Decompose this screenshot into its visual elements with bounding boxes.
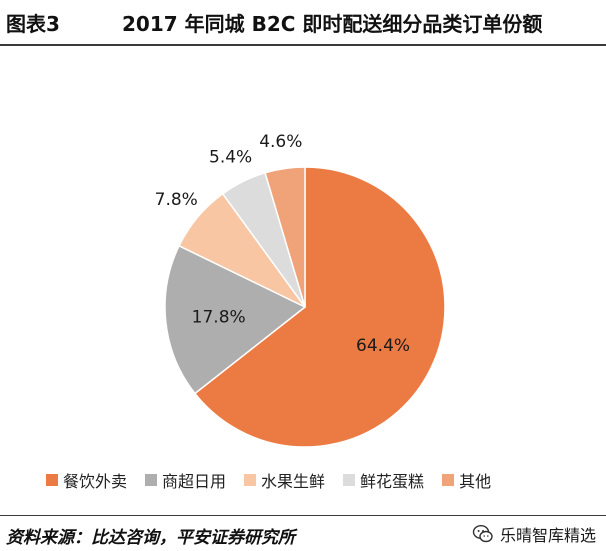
slice-label-3: 7.8% — [155, 190, 198, 210]
legend-swatch — [343, 474, 356, 486]
slice-label-1: 64.4% — [356, 336, 410, 356]
legend-label: 餐饮外卖 — [63, 472, 128, 491]
pie-slice-5 — [264, 166, 306, 308]
legend-swatch — [442, 474, 455, 486]
source-note: 资料来源：比达咨询，平安证券研究所 — [6, 528, 295, 548]
slice-label-5: 4.6% — [259, 132, 302, 152]
legend-swatch — [244, 474, 257, 486]
legend-item-3: 水果生鲜 — [244, 468, 325, 492]
slice-label-2: 17.8% — [192, 307, 246, 327]
legend-item-5: 其他 — [442, 468, 491, 492]
legend-label: 鲜花蛋糕 — [360, 472, 425, 491]
watermark: 乐晴智库精选 — [472, 522, 596, 546]
chart-title: 2017 年同城 B2C 即时配送细分品类订单份额 — [122, 12, 543, 36]
figure-number: 图表3 — [6, 12, 60, 36]
pie-slice-2 — [164, 244, 307, 395]
bottom-divider — [0, 515, 606, 516]
figure-header: 图表3 2017 年同城 B2C 即时配送细分品类订单份额 — [0, 0, 606, 44]
legend-item-4: 鲜花蛋糕 — [343, 468, 424, 492]
legend-label: 其他 — [459, 472, 492, 491]
legend-swatch — [145, 474, 158, 486]
legend-label: 水果生鲜 — [261, 472, 326, 491]
slice-label-4: 5.4% — [209, 147, 252, 167]
watermark-text: 乐晴智库精选 — [499, 526, 596, 545]
chart-legend: 餐饮外卖 商超日用 水果生鲜 鲜花蛋糕 其他 — [46, 468, 509, 492]
legend-swatch — [46, 474, 58, 486]
top-divider — [0, 44, 606, 46]
pie-chart: 64.4% 17.8% 7.8% 5.4% 4.6% — [155, 132, 446, 448]
legend-item-2: 商超日用 — [145, 468, 226, 492]
pie-slice-1 — [193, 166, 446, 448]
legend-label: 商超日用 — [162, 472, 227, 491]
wechat-icon — [472, 524, 493, 543]
legend-item-1: 餐饮外卖 — [46, 468, 127, 492]
